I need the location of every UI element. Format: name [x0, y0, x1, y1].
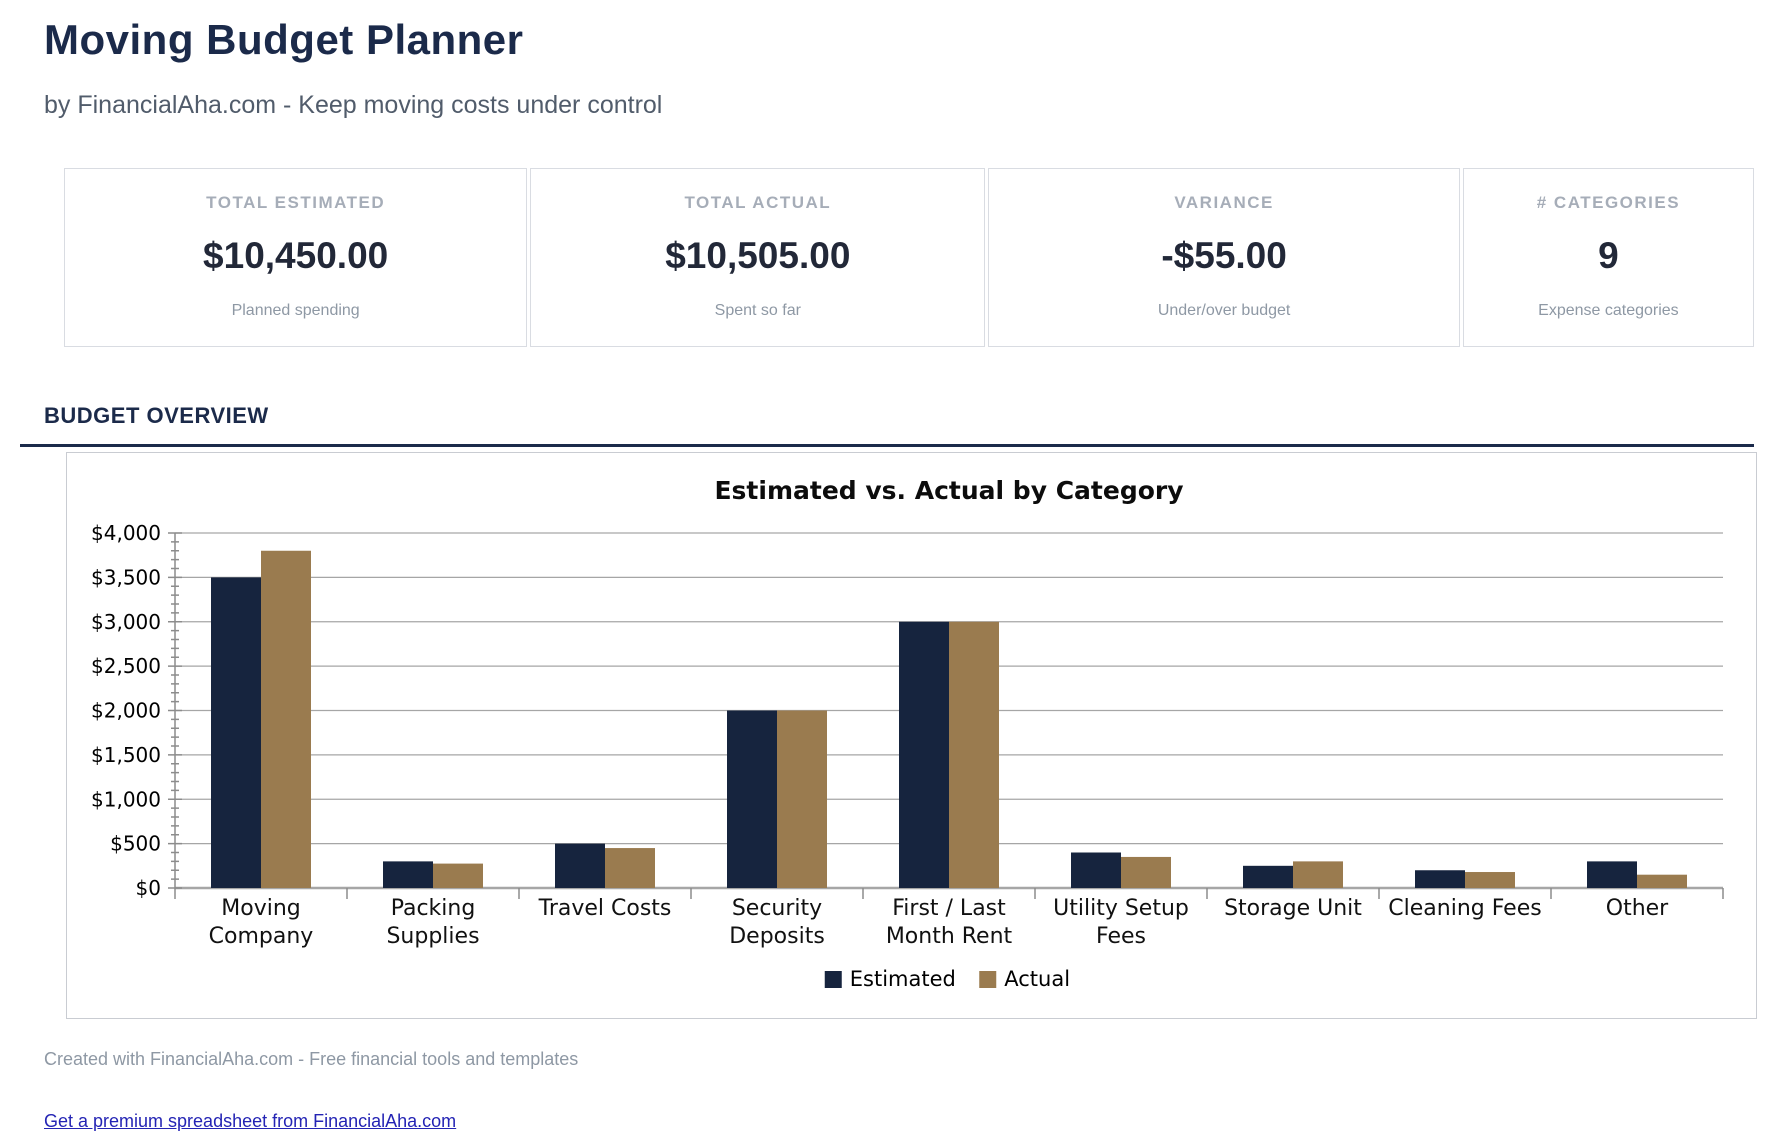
x-category-label: Moving: [221, 896, 300, 921]
bar-estimated-8: [1587, 861, 1637, 888]
bar-actual-2: [605, 848, 655, 888]
bar-estimated-3: [727, 710, 777, 888]
bar-estimated-0: [211, 577, 261, 888]
stat-caption: Planned spending: [231, 302, 360, 319]
y-tick-label: $0: [136, 876, 161, 900]
stat-label: # CATEGORIES: [1536, 193, 1681, 212]
y-tick-label: $1,000: [91, 787, 161, 811]
x-category-label: Travel Costs: [538, 896, 672, 921]
stat-card-variance: VARIANCE -$55.00 Under/over budget: [988, 168, 1460, 347]
budget-chart: $0 $500 $1,000 $1,500 $2,000 $2,500 $3,000 $3,5…: [91, 476, 1724, 991]
x-category-label: Cleaning Fees: [1388, 896, 1541, 921]
legend-label-estimated: Estimated: [850, 967, 956, 991]
y-tick-label: $500: [110, 832, 161, 856]
x-category-label: Supplies: [386, 924, 479, 949]
chart-container: $0 $500 $1,000 $1,500 $2,000 $2,500 $3,000 $3,5…: [66, 452, 1757, 1019]
stats-row: TOTAL ESTIMATED $10,450.00 Planned spend…: [64, 168, 1754, 347]
x-category-label: Deposits: [729, 924, 825, 949]
bar-actual-3: [777, 710, 827, 888]
footer-note: Created with FinancialAha.com - Free fin…: [44, 1049, 579, 1069]
y-tick-label: $2,500: [91, 654, 161, 678]
stat-value: 9: [1598, 235, 1619, 276]
section-divider: [20, 444, 1754, 447]
y-tick-label: $1,500: [91, 743, 161, 767]
legend-swatch-actual: [979, 971, 997, 988]
bar-actual-4: [949, 621, 999, 888]
x-category-label: Month Rent: [886, 924, 1013, 949]
stat-caption: Under/over budget: [1157, 302, 1291, 319]
stat-value: $10,505.00: [665, 235, 851, 276]
bar-actual-7: [1465, 872, 1515, 888]
x-category-label: Security: [732, 896, 822, 921]
stat-card-total-estimated: TOTAL ESTIMATED $10,450.00 Planned spend…: [64, 168, 528, 347]
premium-spreadsheet-link[interactable]: Get a premium spreadsheet from Financial…: [44, 1111, 457, 1131]
bar-actual-6: [1293, 861, 1343, 888]
stat-caption: Spent so far: [714, 302, 801, 319]
page-title: Moving Budget Planner: [44, 16, 524, 63]
bar-estimated-4: [899, 621, 949, 888]
y-tick-label: $3,000: [91, 610, 161, 634]
bar-estimated-7: [1415, 870, 1465, 888]
bar-estimated-6: [1243, 865, 1293, 888]
x-category-label: Company: [209, 924, 314, 949]
y-tick-label: $3,500: [91, 565, 161, 589]
section-header-budget-overview: BUDGET OVERVIEW: [44, 403, 269, 428]
y-tick-label: $4,000: [91, 521, 161, 545]
stat-value: $10,450.00: [203, 235, 389, 276]
y-tick-label: $2,000: [91, 699, 161, 723]
bar-estimated-1: [383, 861, 433, 888]
x-category-label: Other: [1606, 896, 1669, 921]
x-category-label: Fees: [1096, 924, 1146, 949]
x-category-label: First / Last: [892, 896, 1006, 921]
bar-estimated-2: [555, 843, 605, 888]
x-category-label: Packing: [391, 896, 476, 921]
x-category-label: Utility Setup: [1053, 896, 1189, 921]
x-category-label: Storage Unit: [1224, 896, 1362, 921]
bar-estimated-5: [1071, 852, 1121, 888]
stat-value: -$55.00: [1161, 235, 1287, 276]
chart-title: Estimated vs. Actual by Category: [714, 476, 1183, 505]
bar-actual-1: [433, 863, 483, 888]
legend-label-actual: Actual: [1004, 967, 1070, 991]
page-subtitle: by FinancialAha.com - Keep moving costs …: [44, 91, 663, 119]
bar-actual-0: [261, 550, 311, 888]
stat-label: TOTAL ESTIMATED: [206, 193, 386, 212]
stat-label: TOTAL ACTUAL: [684, 193, 832, 212]
bar-actual-8: [1637, 874, 1687, 888]
stat-card-total-actual: TOTAL ACTUAL $10,505.00 Spent so far: [530, 168, 986, 347]
bar-actual-5: [1121, 856, 1171, 888]
stat-caption: Expense categories: [1538, 302, 1679, 319]
stat-label: VARIANCE: [1174, 193, 1274, 212]
legend-swatch-estimated: [824, 971, 842, 988]
stat-card-category-count: # CATEGORIES 9 Expense categories: [1462, 168, 1754, 347]
